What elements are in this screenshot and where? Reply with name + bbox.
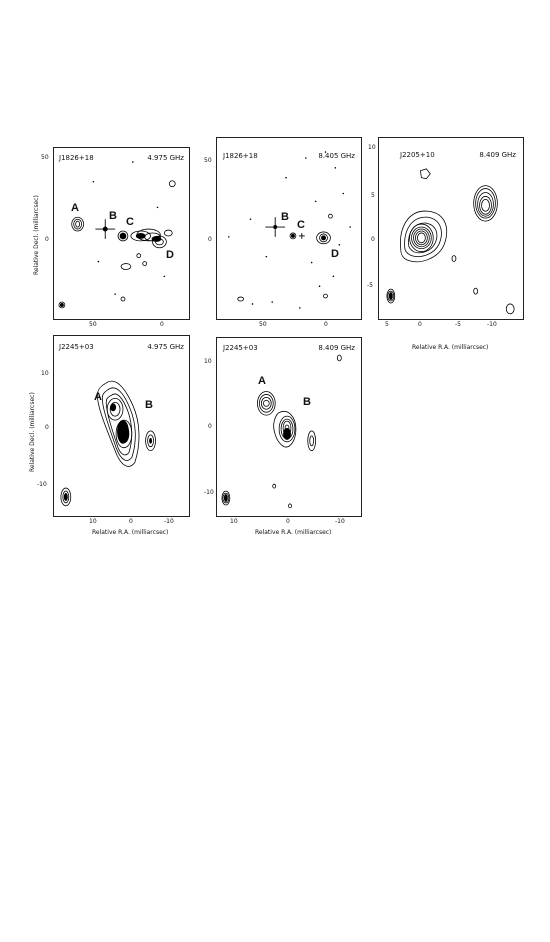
frequency-label: 4.975 GHz — [147, 154, 184, 162]
component-label-a: A — [94, 391, 102, 403]
frequency-label: 8.405 GHz — [318, 152, 355, 160]
ytick-p3-neg5: -5 — [367, 282, 373, 289]
contour-map-j2205-8409 — [386, 168, 515, 315]
component-label-a: A — [71, 202, 79, 214]
panel-j2245-4975: J2245+03 4.975 GHz A B — [53, 335, 190, 517]
xtick-p5-10: 10 — [230, 518, 238, 525]
source-name: J1826+18 — [59, 154, 94, 162]
ytick-p3-5: 5 — [371, 192, 375, 199]
xtick-p4-0: 0 — [129, 518, 133, 525]
xlabel-p4: Relative R.A. (milliarcsec) — [92, 529, 169, 536]
ylabel-top-row: Relative Decl. (milliarcsec) — [33, 195, 40, 275]
component-label-c: C — [297, 219, 305, 231]
ytick-p2-0: 0 — [208, 236, 212, 243]
component-label-d: D — [331, 248, 339, 260]
xtick-p3-neg5: -5 — [455, 321, 461, 328]
ytick-p5-neg10: -10 — [204, 489, 214, 496]
frequency-label: 8.409 GHz — [479, 151, 516, 159]
ylabel-bottom-row: Relative Decl. (milliarcsec) — [29, 392, 36, 472]
component-label-a: A — [258, 375, 266, 387]
xtick-p3-0: 0 — [418, 321, 422, 328]
ytick-p4-0: 0 — [45, 424, 49, 431]
contour-map-j2245-8409 — [221, 354, 342, 509]
component-label-c: C — [126, 216, 134, 228]
component-label-d: D — [166, 249, 174, 261]
xtick-p1-50: 50 — [89, 321, 97, 328]
contour-map-j2245-4975 — [60, 380, 156, 507]
contour-map-j1826-4975 — [58, 161, 176, 309]
source-name: J2245+03 — [59, 343, 94, 351]
xlabel-p3: Relative R.A. (milliarcsec) — [412, 344, 489, 351]
component-label-b: B — [303, 396, 311, 408]
component-label-b: B — [145, 399, 153, 411]
xtick-p3-neg10: -10 — [487, 321, 497, 328]
ytick-p1-0: 0 — [45, 236, 49, 243]
xlabel-p5: Relative R.A. (milliarcsec) — [255, 529, 332, 536]
xtick-p5-neg10: -10 — [335, 518, 345, 525]
panel-j2205-8409: J2205+10 8.409 GHz — [378, 137, 524, 320]
source-name: J2245+03 — [223, 344, 258, 352]
xtick-p4-10: 10 — [89, 518, 97, 525]
panel-j2245-8409: J2245+03 8.409 GHz A B — [216, 337, 362, 517]
ytick-p4-10: 10 — [41, 370, 49, 377]
ytick-p4-neg10: -10 — [37, 481, 47, 488]
xtick-p3-5: 5 — [385, 321, 389, 328]
xtick-p1-0: 0 — [160, 321, 164, 328]
ytick-p5-0: 0 — [208, 423, 212, 430]
frequency-label: 8.409 GHz — [318, 344, 355, 352]
xtick-p2-0: 0 — [324, 321, 328, 328]
xtick-p2-50: 50 — [259, 321, 267, 328]
contour-map-j1826-8405 — [228, 151, 351, 309]
source-name: J1826+18 — [223, 152, 258, 160]
source-name: J2205+10 — [400, 151, 435, 159]
component-label-b: B — [281, 211, 289, 223]
frequency-label: 4.975 GHz — [147, 343, 184, 351]
xtick-p5-0: 0 — [286, 518, 290, 525]
ytick-p3-0: 0 — [371, 236, 375, 243]
ytick-p2-50: 50 — [204, 157, 212, 164]
panel-j1826-8405: J1826+18 8.405 GHz B C D — [216, 137, 362, 320]
xtick-p4-neg10: -10 — [164, 518, 174, 525]
panel-j1826-4975: J1826+18 4.975 GHz A B C D — [53, 147, 190, 320]
component-label-b: B — [109, 210, 117, 222]
ytick-p1-50: 50 — [41, 154, 49, 161]
ytick-p5-10: 10 — [204, 358, 212, 365]
ytick-p3-10: 10 — [368, 144, 376, 151]
